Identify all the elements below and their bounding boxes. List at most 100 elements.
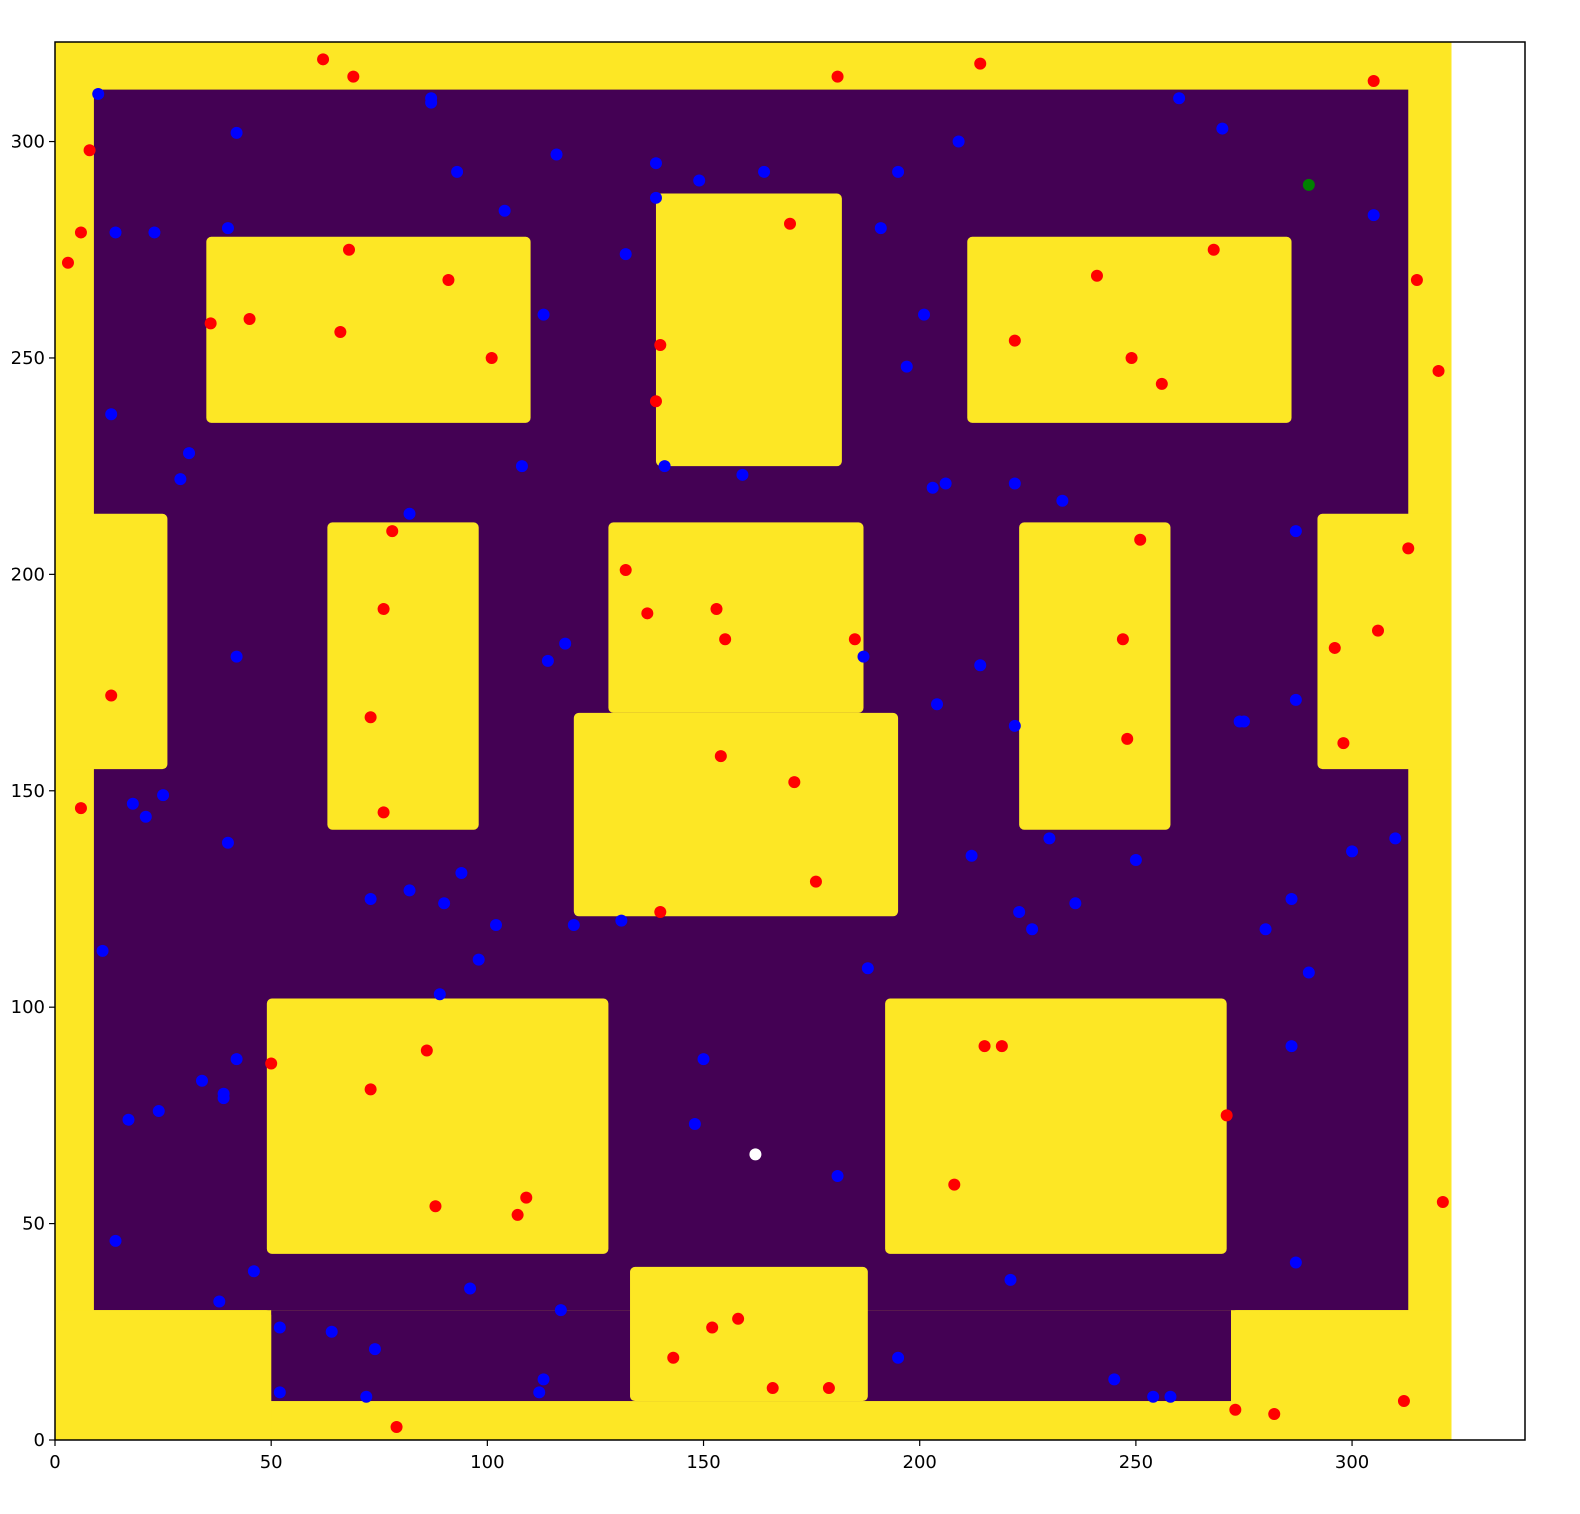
blue-point — [555, 1304, 567, 1316]
blue-point — [918, 309, 930, 321]
blue-point — [892, 1352, 904, 1364]
blue-point — [940, 477, 952, 489]
blue-point — [927, 482, 939, 494]
red-point — [1372, 625, 1384, 637]
red-point — [84, 144, 96, 156]
red-point — [784, 218, 796, 230]
obstacle-left-pillar — [327, 522, 478, 829]
obstacle-right-wall-bump — [1317, 514, 1451, 769]
blue-point — [551, 149, 563, 161]
blue-point — [157, 789, 169, 801]
red-point — [62, 257, 74, 269]
red-point — [365, 711, 377, 723]
blue-point — [360, 1391, 372, 1403]
blue-point — [1216, 123, 1228, 135]
y-tick-label: 200 — [11, 564, 45, 585]
red-point — [1229, 1404, 1241, 1416]
red-point — [974, 58, 986, 70]
red-point — [1368, 75, 1380, 87]
x-tick-label: 250 — [1119, 1452, 1153, 1473]
red-point — [650, 395, 662, 407]
blue-point — [966, 850, 978, 862]
blue-point — [1260, 923, 1272, 935]
red-point — [641, 607, 653, 619]
red-point — [706, 1321, 718, 1333]
blue-point — [148, 226, 160, 238]
y-axis: 0 50 100 150 200 250 300 — [11, 132, 55, 1451]
blue-point — [499, 205, 511, 217]
blue-point — [451, 166, 463, 178]
blue-point — [105, 408, 117, 420]
red-point — [667, 1352, 679, 1364]
blue-point — [698, 1053, 710, 1065]
y-tick-label: 300 — [11, 132, 45, 153]
red-point — [265, 1057, 277, 1069]
x-tick-label: 300 — [1335, 1452, 1369, 1473]
red-point — [486, 352, 498, 364]
blue-point — [1290, 694, 1302, 706]
blue-point — [222, 222, 234, 234]
blue-point — [1069, 897, 1081, 909]
blue-point — [1009, 720, 1021, 732]
blue-point — [404, 508, 416, 520]
obstacle-center-lower — [574, 713, 898, 916]
obstacle-right-pillar — [1019, 522, 1170, 829]
blue-point — [222, 837, 234, 849]
blue-point — [1238, 716, 1250, 728]
red-point — [1337, 737, 1349, 749]
red-point — [75, 226, 87, 238]
blue-point — [953, 136, 965, 148]
map-background — [55, 42, 1452, 1440]
blue-point — [97, 945, 109, 957]
blue-point — [875, 222, 887, 234]
x-tick-label: 100 — [470, 1452, 504, 1473]
red-point — [429, 1200, 441, 1212]
blue-point — [1286, 893, 1298, 905]
blue-point — [231, 1053, 243, 1065]
red-point — [1411, 274, 1423, 286]
blue-point — [689, 1118, 701, 1130]
red-point — [520, 1192, 532, 1204]
obstacle-bottom-center-block — [630, 1267, 868, 1401]
blue-point — [404, 884, 416, 896]
blue-point — [455, 867, 467, 879]
blue-point — [533, 1386, 545, 1398]
red-point — [711, 603, 723, 615]
blue-point — [1009, 477, 1021, 489]
blue-point — [659, 460, 671, 472]
red-point — [1437, 1196, 1449, 1208]
red-point — [1009, 335, 1021, 347]
red-point — [421, 1044, 433, 1056]
blue-point — [248, 1265, 260, 1277]
blue-point — [365, 893, 377, 905]
white-point — [749, 1148, 761, 1160]
red-point — [996, 1040, 1008, 1052]
red-point — [1208, 244, 1220, 256]
red-point — [979, 1040, 991, 1052]
red-point — [105, 690, 117, 702]
red-point — [1091, 270, 1103, 282]
blue-point — [274, 1386, 286, 1398]
blue-point — [326, 1326, 338, 1338]
blue-point — [1389, 832, 1401, 844]
red-point — [823, 1382, 835, 1394]
red-point — [1126, 352, 1138, 364]
blue-point — [231, 127, 243, 139]
blue-point — [693, 175, 705, 187]
y-tick-label: 150 — [11, 781, 45, 802]
blue-point — [1130, 854, 1142, 866]
blue-point — [1005, 1274, 1017, 1286]
obstacle-bottom-right-block — [885, 999, 1227, 1254]
blue-point — [1026, 923, 1038, 935]
obstacle-left-wall-bump — [55, 514, 167, 769]
blue-point — [1290, 1257, 1302, 1269]
blue-point — [1303, 967, 1315, 979]
obstacle-top-center-block — [656, 193, 842, 466]
red-point — [386, 525, 398, 537]
red-point — [205, 317, 217, 329]
blue-point — [892, 166, 904, 178]
blue-point — [1056, 495, 1068, 507]
red-point — [719, 633, 731, 645]
red-point — [378, 806, 390, 818]
